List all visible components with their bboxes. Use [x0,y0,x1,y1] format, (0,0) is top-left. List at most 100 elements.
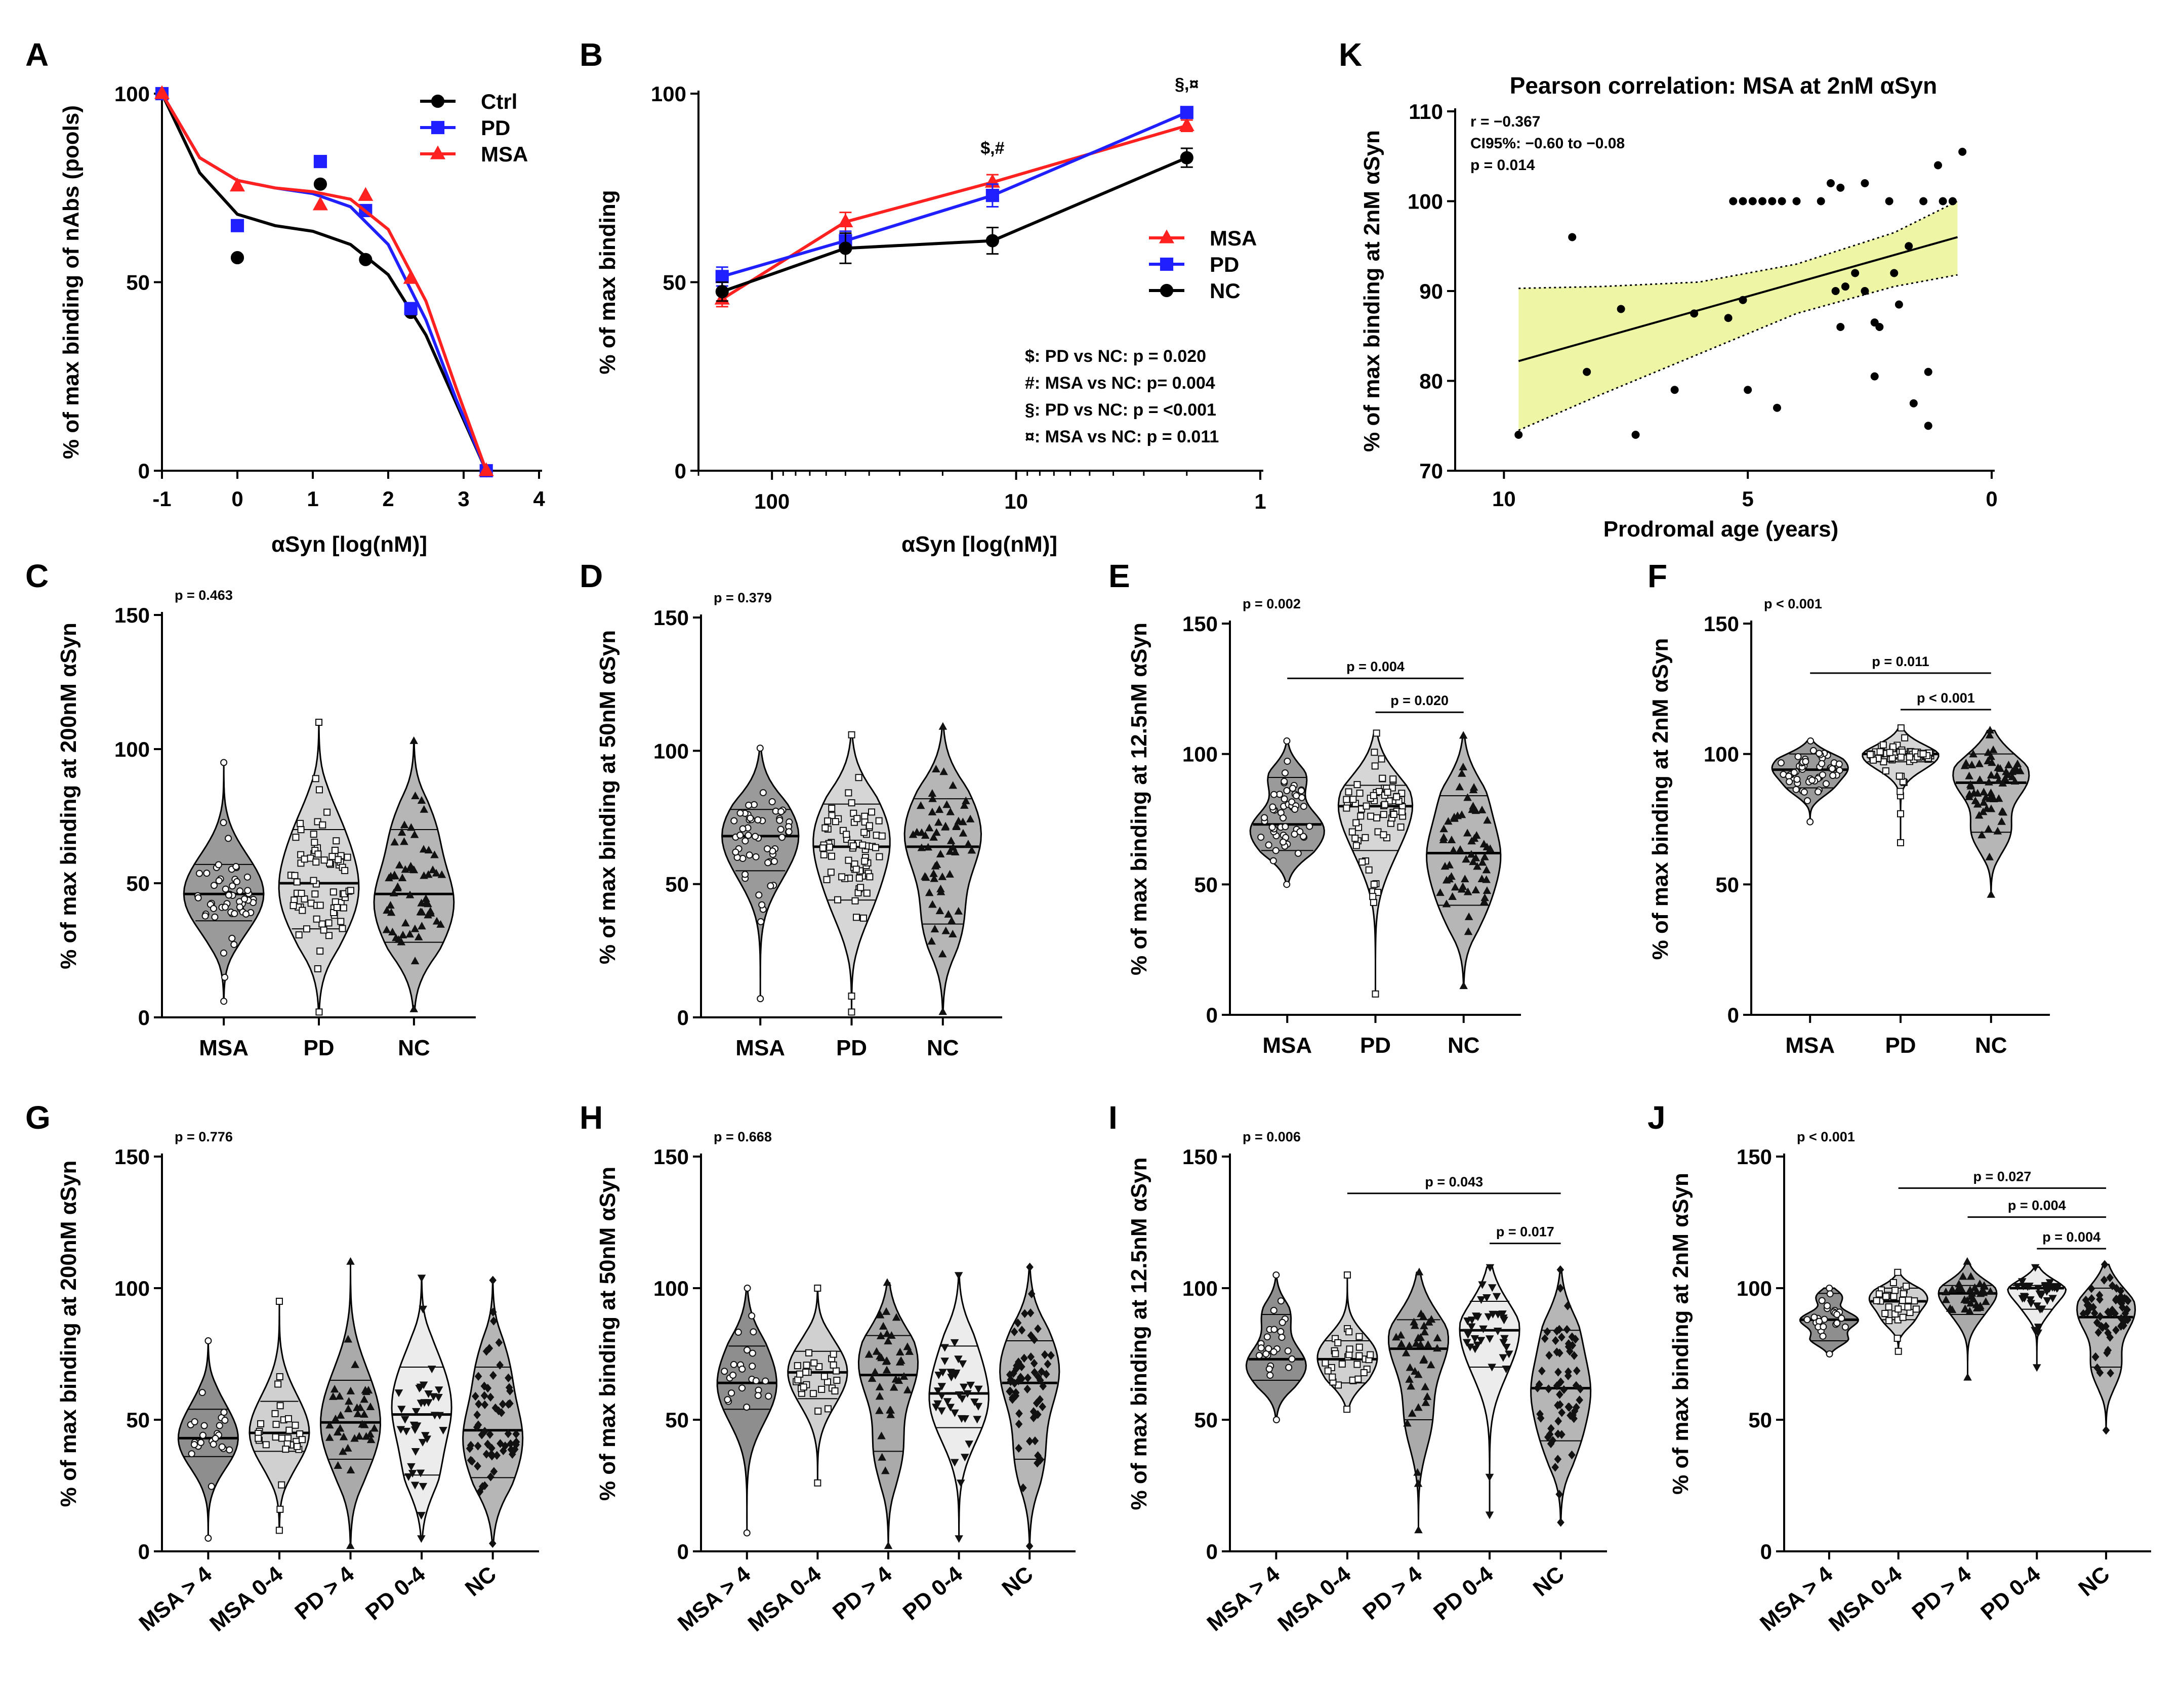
data-point [746,851,753,859]
data-point [346,1465,355,1473]
x-tick-label: MSA > 4 [673,1561,756,1636]
data-point [386,901,395,909]
data-point [843,831,850,838]
data-point [853,914,860,921]
scatter-point [1778,197,1786,205]
y-tick-label: 100 [653,739,689,763]
data-point-pd [313,155,327,169]
data-point [331,1414,340,1422]
data-point [297,826,305,834]
data-point [1358,858,1366,866]
data-point [482,1450,490,1459]
data-point [1439,825,1448,833]
y-tick-label: 0 [677,1540,689,1563]
scatter-point [1894,300,1903,309]
data-point [432,917,441,925]
data-point [1384,789,1391,796]
data-point [1987,752,1995,760]
data-point [1546,1430,1554,1439]
data-point [1982,793,1990,801]
data-point [2019,1283,2028,1291]
data-point [750,1328,757,1336]
data-point [1393,793,1400,801]
data-point [1455,783,1464,791]
scatter-point [1836,183,1845,192]
data-point [1557,1377,1564,1387]
data-point [1369,893,1377,900]
data-point [1499,1339,1508,1347]
data-point [1421,1382,1430,1390]
data-point [868,808,876,816]
x-tick-label: PD 0-4 [898,1561,968,1625]
data-point [887,1331,896,1339]
data-point [474,1442,482,1451]
data-point [805,1349,813,1356]
data-point [1563,1325,1571,1334]
y-tick-label: 100 [1182,1277,1218,1300]
y-axis-label: % of max binding at 200nM αSyn [56,623,81,969]
data-point [1942,1295,1951,1303]
data-point [1563,1301,1572,1310]
data-point [849,842,857,850]
data-point [393,883,402,892]
series-line-msa [721,124,1187,301]
data-point [1014,1376,1022,1385]
data-point [1829,772,1837,779]
data-point [1485,1511,1494,1519]
data-point [1979,807,1988,815]
data-point [1545,1350,1553,1360]
data-point [328,1392,338,1400]
data-point [1985,777,1993,786]
data-point [242,910,250,918]
data-point [1897,753,1905,761]
data-point [752,833,759,840]
data-point [827,869,835,876]
data-point [1473,1341,1482,1349]
data-point [1802,758,1809,765]
data-point [1482,842,1492,851]
panel-label: I [1108,1099,1118,1136]
scatter-point [1958,147,1967,156]
x-tick-label: PD [303,1036,334,1060]
data-point [1891,1287,1899,1294]
data-point [284,1434,292,1442]
x-tick-label: NC [461,1561,501,1601]
data-point [402,1427,411,1435]
data-point [848,731,855,738]
data-point [197,1439,204,1447]
data-point [2124,1315,2132,1325]
data-point [1502,1343,1511,1351]
data-point [360,1395,368,1403]
data-point [729,1371,737,1379]
data-point [1265,841,1272,849]
y-tick-label: 50 [126,1408,150,1432]
data-point [220,949,227,957]
data-point [1569,1410,1577,1420]
data-point [315,1008,323,1016]
data-point [230,941,238,949]
x-tick-label: MSA 0-4 [205,1561,288,1636]
data-point [927,937,936,945]
data-point [882,1357,891,1365]
data-point [414,932,423,940]
data-point [225,835,232,842]
data-point [1306,822,1313,830]
x-tick-label: PD > 4 [828,1561,897,1625]
comparison-p-value: p = 0.017 [1496,1224,1554,1240]
data-point [1897,839,1904,846]
data-point [353,1403,361,1411]
data-point [1986,1287,1995,1295]
data-point [936,884,945,892]
data-point [1419,1312,1428,1321]
data-point [2109,1281,2116,1291]
data-point [1397,1339,1406,1347]
panel-j: 0 50 100 150 Jp < 0.001 % of max binding at 2… [1647,1099,2151,1636]
data-point [957,1479,965,1488]
confidence-band [1518,201,1958,431]
data-point [417,1274,426,1283]
data-point [1543,1327,1551,1336]
data-point [1482,875,1491,883]
data-point [864,1350,874,1358]
data-point [1965,792,1973,800]
data-point [1031,1335,1038,1344]
